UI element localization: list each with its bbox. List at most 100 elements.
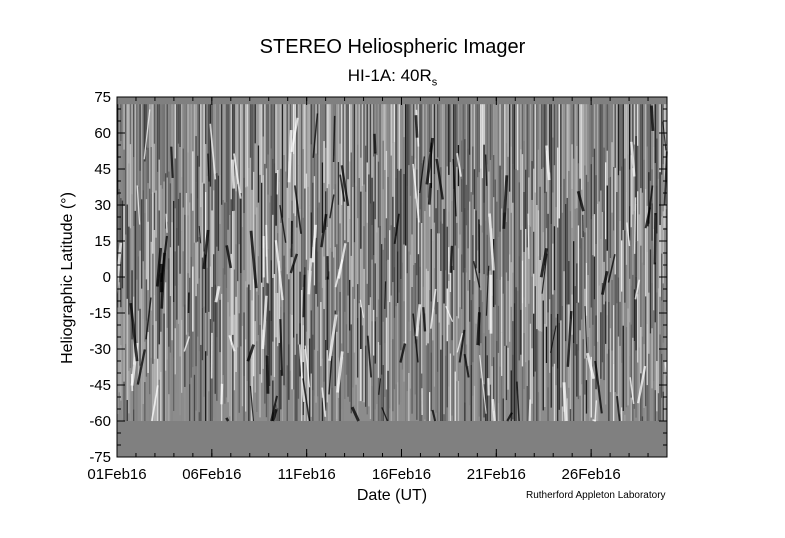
heatmap-streak xyxy=(539,186,541,261)
heatmap-feature xyxy=(136,185,141,225)
heatmap-streak xyxy=(632,399,634,421)
heatmap-streak xyxy=(483,104,485,145)
heatmap-streak xyxy=(293,104,295,155)
heatmap-streak xyxy=(345,181,348,244)
heatmap-streak xyxy=(177,198,180,246)
heatmap-streak xyxy=(243,213,245,271)
heatmap-streak xyxy=(577,350,580,400)
heatmap-streak xyxy=(235,244,237,297)
heatmap-streak xyxy=(169,183,172,248)
heatmap-streak xyxy=(168,394,170,421)
heatmap-streak xyxy=(470,192,472,301)
heatmap-streak xyxy=(224,335,226,404)
heatmap-streak xyxy=(192,210,194,267)
heatmap-feature xyxy=(626,222,631,247)
heatmap-streak xyxy=(262,329,264,369)
heatmap-streak xyxy=(646,104,648,147)
heatmap-streak xyxy=(619,301,621,346)
heatmap-streak xyxy=(144,341,146,383)
heatmap-streak xyxy=(485,220,487,337)
heatmap-streak xyxy=(555,385,557,421)
heatmap-streak xyxy=(433,104,436,175)
heatmap-streak xyxy=(446,407,448,421)
heatmap-streak xyxy=(225,104,228,203)
heatmap-streak xyxy=(437,157,439,191)
heatmap-streak xyxy=(435,104,437,209)
heatmap-streak xyxy=(475,268,477,324)
heatmap-streak xyxy=(573,104,575,159)
heatmap-streak xyxy=(553,290,556,364)
heatmap-streak xyxy=(385,261,388,318)
heatmap-streak xyxy=(577,225,580,303)
heatmap-streak xyxy=(237,281,239,348)
heatmap-streak xyxy=(446,226,448,289)
heatmap-streak xyxy=(393,142,396,228)
heatmap-streak xyxy=(185,192,188,264)
heatmap-streak xyxy=(389,104,391,231)
heatmap-streak xyxy=(557,368,559,421)
heatmap-streak xyxy=(400,350,402,402)
heatmap-streak xyxy=(576,145,578,209)
heatmap-streak xyxy=(456,104,458,167)
heatmap-streak xyxy=(257,202,260,257)
heatmap-streak xyxy=(438,233,440,323)
heatmap-streak xyxy=(472,146,474,195)
heatmap-streak xyxy=(155,190,157,238)
heatmap-streak xyxy=(595,244,597,316)
heatmap-streak xyxy=(432,104,434,242)
heatmap-streak xyxy=(195,104,197,137)
heatmap-feature xyxy=(414,115,419,138)
heatmap-streak xyxy=(584,165,586,233)
heatmap-streak xyxy=(624,302,626,344)
heatmap-streak xyxy=(393,104,396,143)
heatmap-streak xyxy=(441,335,444,421)
heatmap-streak xyxy=(625,264,628,328)
heatmap-streak xyxy=(363,226,365,269)
heatmap-streak xyxy=(577,302,580,351)
heatmap-streak xyxy=(640,373,642,421)
heatmap-streak xyxy=(457,248,460,319)
heatmap-streak xyxy=(139,170,141,251)
heatmap-streak xyxy=(181,177,183,232)
heatmap-streak xyxy=(307,270,309,346)
heatmap-streak xyxy=(504,345,506,421)
heatmap-streak xyxy=(405,245,407,344)
heatmap-streak xyxy=(389,302,391,409)
heatmap-streak xyxy=(360,349,362,402)
heatmap-streak xyxy=(640,188,642,246)
heatmap-streak xyxy=(489,224,492,271)
heatmap-streak xyxy=(197,283,199,337)
heatmap-streak xyxy=(545,276,548,327)
heatmap-streak xyxy=(169,104,172,184)
heatmap-streak xyxy=(221,293,223,383)
heatmap-streak xyxy=(259,374,261,418)
heatmap-streak xyxy=(488,270,490,330)
heatmap-streak xyxy=(208,311,210,392)
heatmap-feature xyxy=(607,253,616,283)
heatmap-streak xyxy=(217,104,220,176)
heatmap-feature xyxy=(350,406,360,422)
heatmap-streak xyxy=(243,177,245,214)
heatmap-streak xyxy=(621,240,623,292)
heatmap-streak xyxy=(273,104,276,164)
heatmap-streak xyxy=(504,104,506,213)
heatmap-streak xyxy=(158,210,160,275)
heatmap-streak xyxy=(341,205,343,344)
heatmap-streak xyxy=(219,104,221,175)
heatmap-streak xyxy=(126,399,128,421)
heatmap-streak xyxy=(421,104,423,163)
heatmap-streak xyxy=(565,104,567,205)
heatmap-streak xyxy=(166,327,168,360)
heatmap-streak xyxy=(528,303,530,361)
heatmap-streak xyxy=(182,148,184,208)
heatmap-streak xyxy=(270,320,272,376)
heatmap-streak xyxy=(185,104,188,193)
heatmap-streak xyxy=(622,325,624,411)
heatmap-streak xyxy=(160,104,162,186)
heatmap-streak xyxy=(481,301,484,381)
heatmap-streak xyxy=(243,104,245,178)
heatmap-streak xyxy=(232,334,234,421)
heatmap-streak xyxy=(139,104,141,171)
heatmap-streak xyxy=(256,104,258,208)
heatmap-feature xyxy=(452,159,457,217)
